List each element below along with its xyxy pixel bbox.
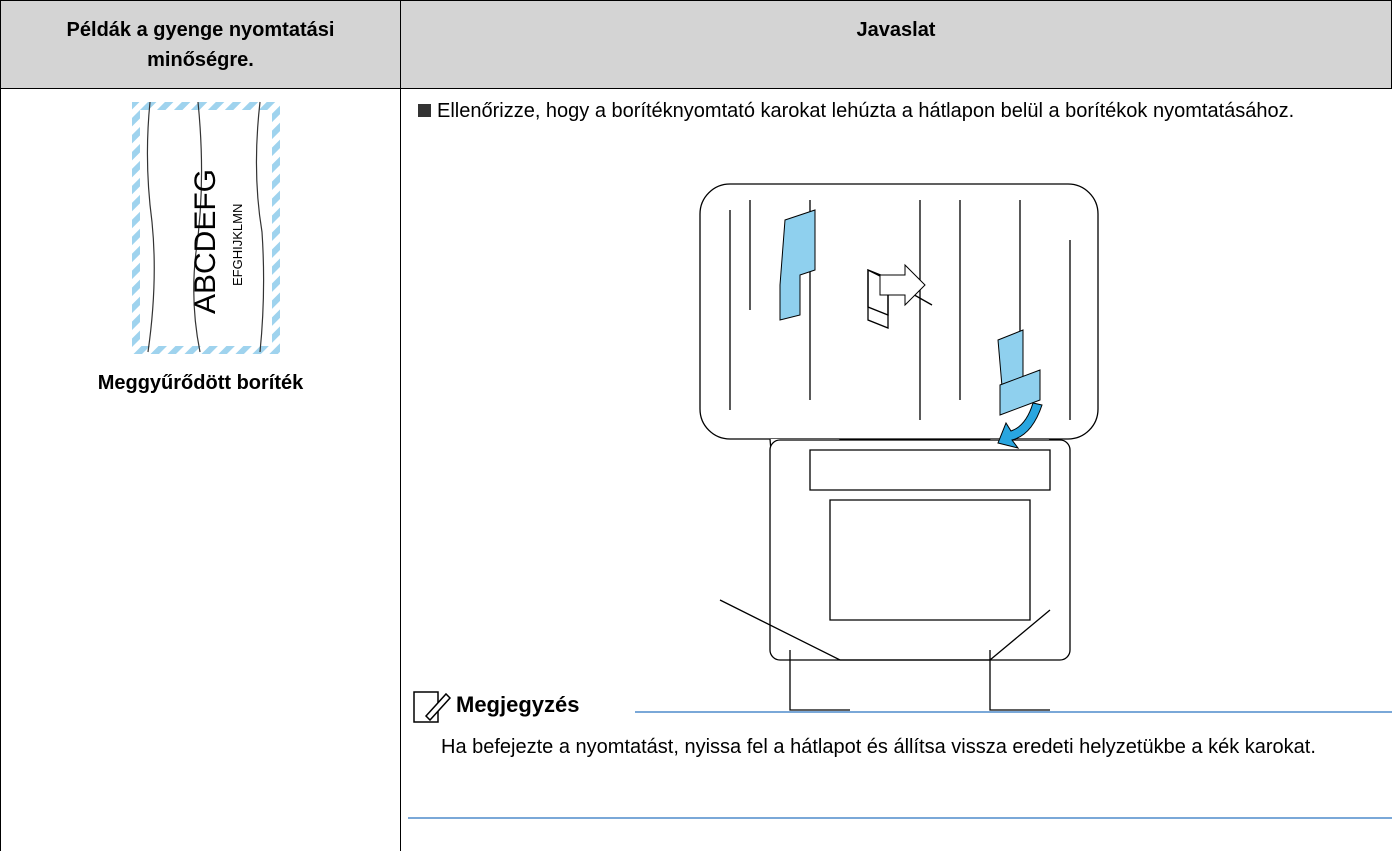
header-text: Javaslat [856, 19, 936, 41]
note-icon [413, 691, 452, 723]
example-cell [0, 88, 401, 851]
envelope-illustration: ABCDEFG EFGHIJKLMN [132, 101, 280, 354]
printer-illustration [699, 183, 1099, 711]
bullet-item: Ellenőrizze, hogy a borítéknyomtató karo… [418, 94, 1388, 129]
note-text: Ha befejezte a nyomtatást, nyissa fel a … [441, 736, 1316, 758]
header-text: Példák a gyenge nyomtatási minőségre. [66, 19, 335, 71]
example-caption: Meggyűrődött boríték [97, 372, 304, 394]
bullet-marker [418, 104, 431, 117]
header-cell: Javaslat [400, 0, 1392, 89]
note-rule [635, 711, 1392, 713]
envelope-text: EFGHIJKLMN [230, 204, 245, 286]
header-cell: Példák a gyenge nyomtatási minőségre. [0, 0, 401, 89]
note-rule [408, 817, 1392, 819]
bullet-text: Ellenőrizze, hogy a borítéknyomtató karo… [437, 100, 1295, 122]
envelope-text: ABCDEFG [189, 169, 222, 314]
note-title: Megjegyzés [456, 692, 580, 717]
